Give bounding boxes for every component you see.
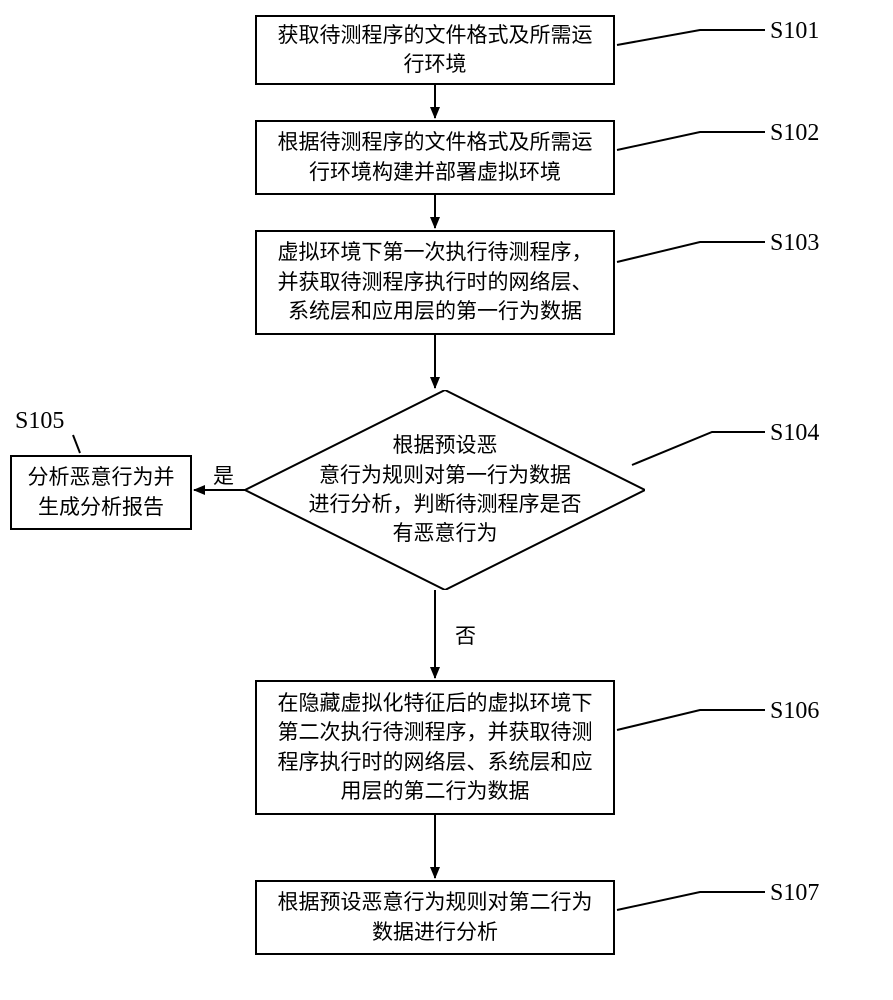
flow-node-s107: 根据预设恶意行为规则对第二行为数据进行分析 [255, 880, 615, 955]
node-text: 虚拟环境下第一次执行待测程序，并获取待测程序执行时的网络层、系统层和应用层的第一… [278, 238, 593, 326]
node-text: 根据预设恶意行为规则对第二行为数据进行分析 [278, 888, 593, 947]
flow-node-s103: 虚拟环境下第一次执行待测程序，并获取待测程序执行时的网络层、系统层和应用层的第一… [255, 230, 615, 335]
step-label-s101: S101 [770, 18, 819, 45]
step-label-s102: S102 [770, 120, 819, 147]
node-text: 分析恶意行为并生成分析报告 [28, 463, 175, 522]
node-text: 获取待测程序的文件格式及所需运行环境 [278, 21, 593, 80]
node-text: 根据预设恶意行为规则对第一行为数据进行分析，判断待测程序是否有恶意行为 [245, 390, 645, 590]
node-text: 根据待测程序的文件格式及所需运行环境构建并部署虚拟环境 [278, 128, 593, 187]
flow-node-s102: 根据待测程序的文件格式及所需运行环境构建并部署虚拟环境 [255, 120, 615, 195]
step-label-s103: S103 [770, 230, 819, 257]
step-label-s105: S105 [15, 408, 64, 435]
flow-node-s106: 在隐藏虚拟化特征后的虚拟环境下第二次执行待测程序，并获取待测程序执行时的网络层、… [255, 680, 615, 815]
step-label-s107: S107 [770, 880, 819, 907]
edge-label-yes: 是 [213, 460, 234, 490]
flow-decision-s104: 根据预设恶意行为规则对第一行为数据进行分析，判断待测程序是否有恶意行为 [245, 390, 645, 590]
node-text: 在隐藏虚拟化特征后的虚拟环境下第二次执行待测程序，并获取待测程序执行时的网络层、… [278, 689, 593, 807]
step-label-s104: S104 [770, 420, 819, 447]
step-label-s106: S106 [770, 698, 819, 725]
edge-label-no: 否 [455, 620, 476, 650]
flow-node-s101: 获取待测程序的文件格式及所需运行环境 [255, 15, 615, 85]
flow-node-s105: 分析恶意行为并生成分析报告 [10, 455, 192, 530]
